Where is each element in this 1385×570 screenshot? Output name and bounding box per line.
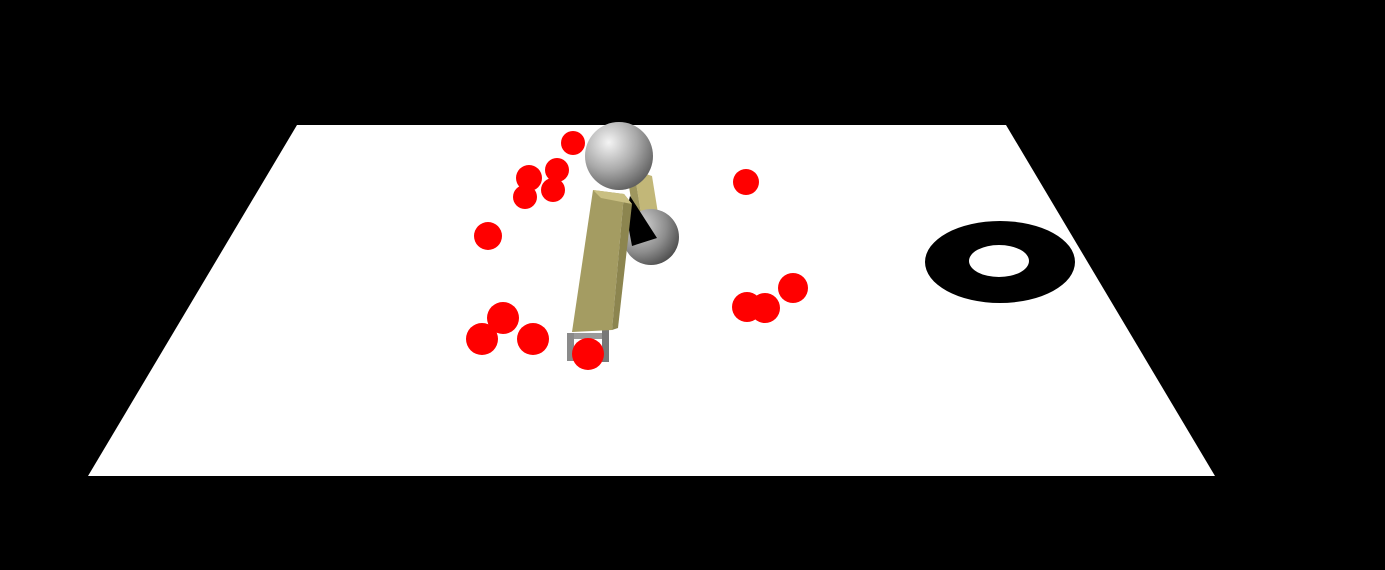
ball bbox=[750, 293, 780, 323]
ball bbox=[466, 323, 498, 355]
ball bbox=[733, 169, 759, 195]
goal-ring-target bbox=[925, 221, 1075, 303]
ball bbox=[778, 273, 808, 303]
ball bbox=[516, 165, 542, 191]
robot-shoulder-joint bbox=[585, 122, 653, 190]
ball bbox=[561, 131, 585, 155]
ball bbox=[487, 302, 519, 334]
robot-gripper bbox=[567, 330, 609, 362]
robot-arm bbox=[567, 122, 679, 362]
table-surface bbox=[88, 125, 1215, 476]
robot-joint-shadow bbox=[626, 196, 657, 246]
robot-upper-arm bbox=[572, 190, 632, 332]
ball bbox=[517, 323, 549, 355]
ball-group bbox=[466, 131, 808, 355]
ball bbox=[474, 222, 502, 250]
ball bbox=[572, 338, 604, 370]
ball bbox=[513, 185, 537, 209]
ball bbox=[541, 178, 565, 202]
ball bbox=[545, 158, 569, 182]
